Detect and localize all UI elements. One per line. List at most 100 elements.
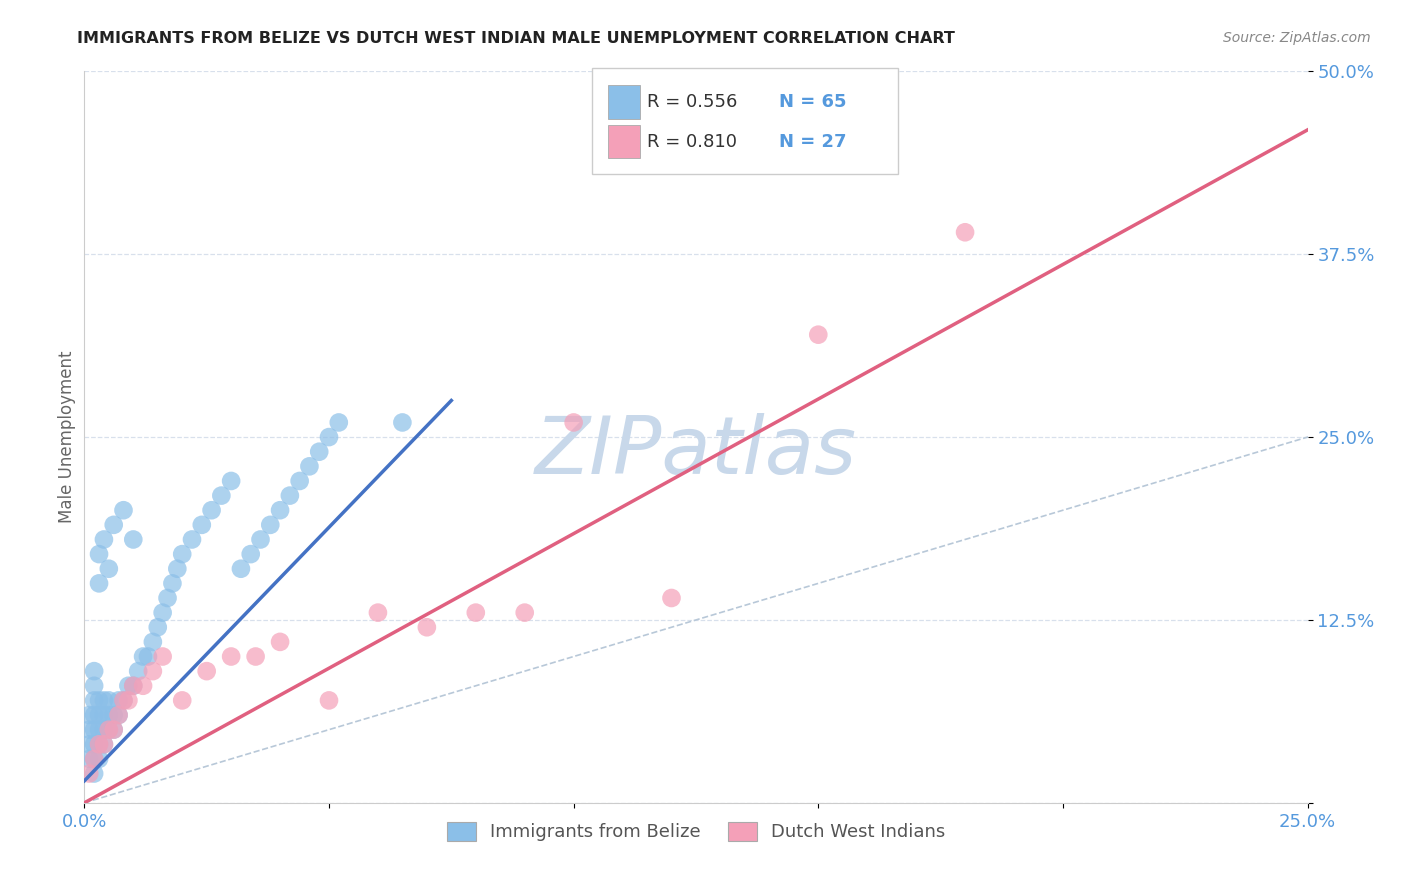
Point [87, 723, 110, 737]
Point [308, 444, 330, 458]
Point [152, 649, 174, 664]
Point [103, 708, 125, 723]
Point [83, 664, 105, 678]
Point [269, 503, 291, 517]
Point [112, 503, 135, 517]
FancyBboxPatch shape [607, 86, 640, 119]
Point [107, 708, 129, 723]
Point [83, 752, 105, 766]
Point [93, 693, 115, 707]
Point [209, 489, 232, 503]
Point [132, 679, 155, 693]
Point [219, 474, 242, 488]
Point [77, 723, 100, 737]
Point [132, 649, 155, 664]
FancyBboxPatch shape [592, 68, 898, 174]
Point [122, 679, 145, 693]
Point [181, 533, 204, 547]
Text: IMMIGRANTS FROM BELIZE VS DUTCH WEST INDIAN MALE UNEMPLOYMENT CORRELATION CHART: IMMIGRANTS FROM BELIZE VS DUTCH WEST IND… [77, 31, 955, 46]
Point [77, 737, 100, 751]
Point [83, 752, 105, 766]
Point [278, 489, 301, 503]
Point [152, 606, 174, 620]
Point [103, 723, 125, 737]
Point [245, 649, 267, 664]
Point [513, 606, 536, 620]
Text: R = 0.810: R = 0.810 [647, 133, 737, 151]
Point [146, 620, 169, 634]
Point [87, 737, 110, 751]
Y-axis label: Male Unemployment: Male Unemployment [58, 351, 76, 524]
Point [127, 664, 149, 678]
Point [83, 708, 105, 723]
Point [172, 693, 194, 707]
Point [107, 708, 129, 723]
Point [200, 503, 222, 517]
Point [142, 635, 165, 649]
Point [112, 693, 135, 707]
Point [107, 693, 129, 707]
Point [953, 225, 976, 239]
Point [93, 737, 115, 751]
Text: N = 65: N = 65 [779, 93, 846, 112]
Point [391, 416, 413, 430]
Point [195, 664, 218, 678]
Text: N = 27: N = 27 [779, 133, 846, 151]
Point [83, 723, 105, 737]
Point [288, 474, 311, 488]
Point [87, 752, 110, 766]
Point [661, 591, 683, 605]
Point [318, 693, 340, 707]
Point [87, 547, 110, 561]
Point [259, 517, 281, 532]
Point [77, 766, 100, 780]
Point [87, 576, 110, 591]
Point [328, 416, 350, 430]
Point [83, 679, 105, 693]
Point [77, 752, 100, 766]
Point [172, 547, 194, 561]
Point [166, 562, 188, 576]
Point [367, 606, 389, 620]
Point [239, 547, 262, 561]
Point [298, 459, 321, 474]
FancyBboxPatch shape [607, 125, 640, 159]
Point [318, 430, 340, 444]
Point [162, 576, 184, 591]
Text: Source: ZipAtlas.com: Source: ZipAtlas.com [1223, 31, 1371, 45]
Point [117, 679, 139, 693]
Point [103, 517, 125, 532]
Point [156, 591, 179, 605]
Point [97, 562, 120, 576]
Point [562, 416, 585, 430]
Point [77, 708, 100, 723]
Point [93, 533, 115, 547]
Point [229, 562, 252, 576]
Text: R = 0.556: R = 0.556 [647, 93, 737, 112]
Point [93, 723, 115, 737]
Point [416, 620, 439, 634]
Point [87, 737, 110, 751]
Text: ZIPatlas: ZIPatlas [534, 413, 858, 491]
Point [807, 327, 830, 342]
Point [142, 664, 165, 678]
Point [136, 649, 159, 664]
Point [97, 693, 120, 707]
Point [83, 737, 105, 751]
Point [97, 723, 120, 737]
Legend: Immigrants from Belize, Dutch West Indians: Immigrants from Belize, Dutch West India… [440, 814, 952, 848]
Point [83, 766, 105, 780]
Point [117, 693, 139, 707]
Point [112, 693, 135, 707]
Point [103, 723, 125, 737]
Point [122, 679, 145, 693]
Point [191, 517, 214, 532]
Point [93, 708, 115, 723]
Point [97, 708, 120, 723]
Point [87, 708, 110, 723]
Point [269, 635, 291, 649]
Point [93, 737, 115, 751]
Point [97, 723, 120, 737]
Point [219, 649, 242, 664]
Point [87, 693, 110, 707]
